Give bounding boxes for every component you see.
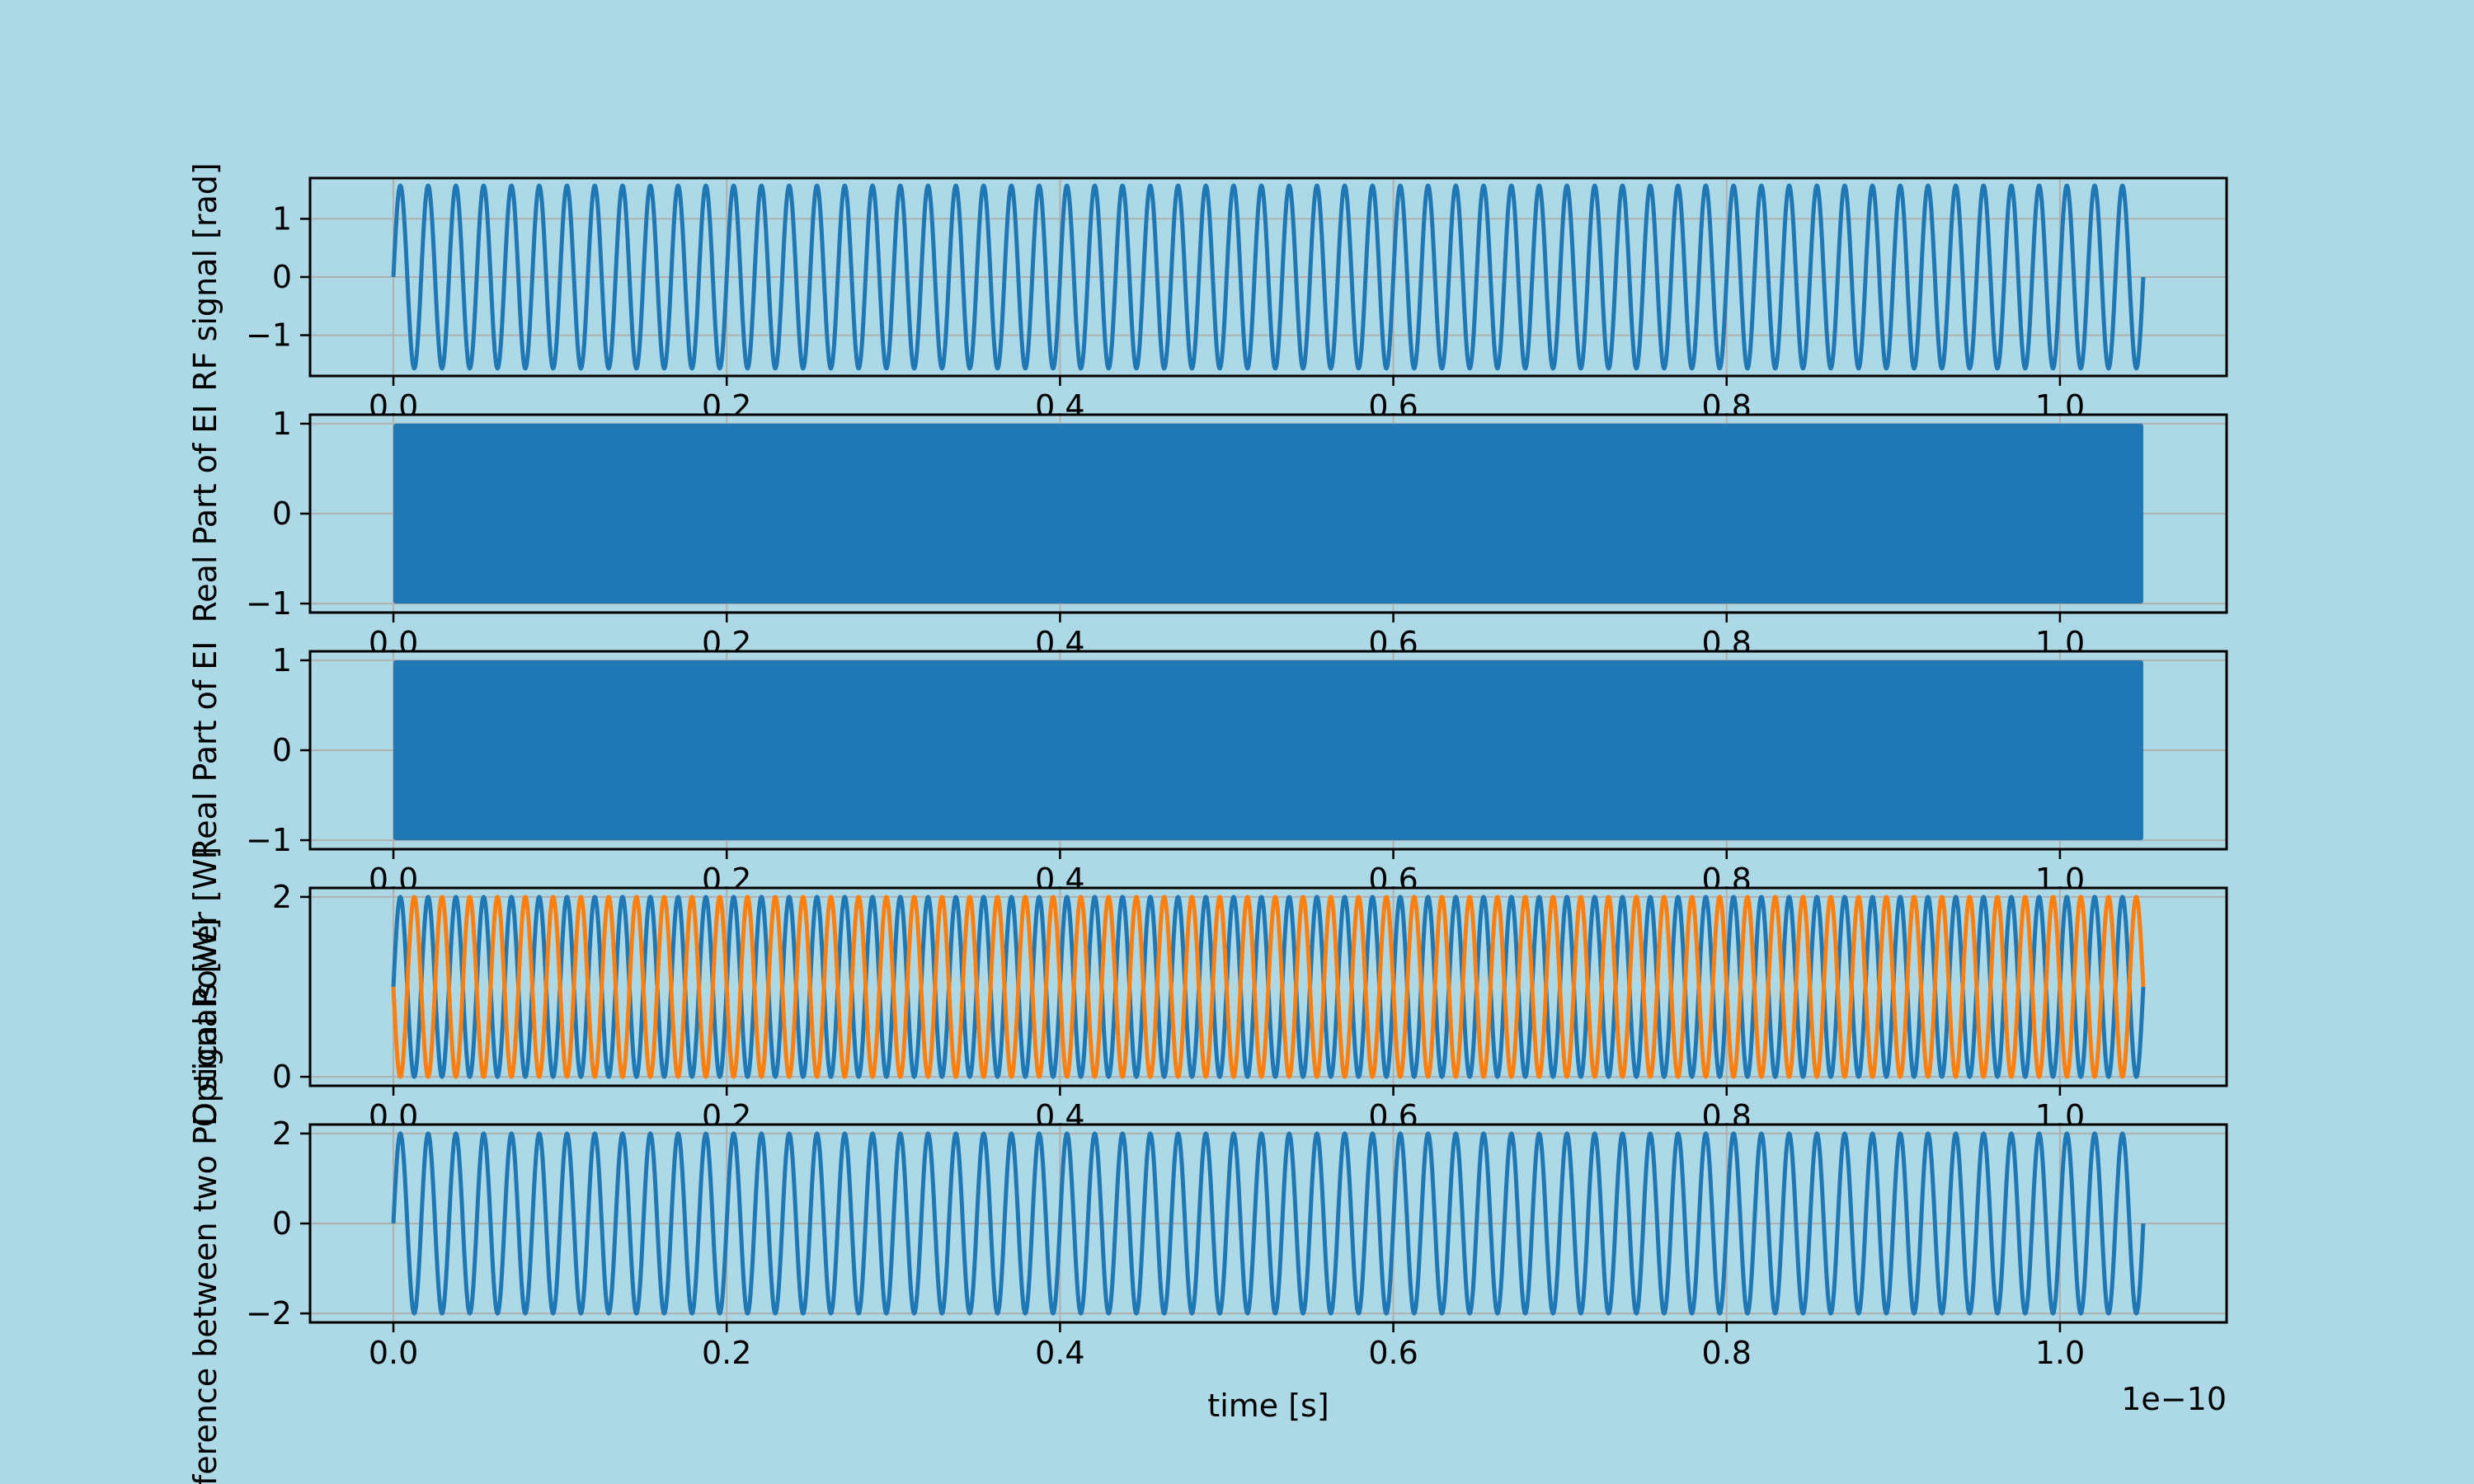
- x-tick-label: 0.6: [1368, 1335, 1418, 1371]
- y-tick-label: 0: [272, 1205, 292, 1242]
- x-offset-label: 1e−10: [2121, 1381, 2227, 1417]
- y-tick-label: 2: [272, 879, 292, 915]
- series-line-1: [393, 660, 2143, 841]
- y-tick-label: 0: [272, 732, 292, 768]
- y-tick-label: 0: [272, 495, 292, 532]
- y-axis-label: Optical Power [W]: [187, 847, 223, 1128]
- subplot-5: 0.0 0.2 0.4 0.6 0.8 1.0 −2 0 2 Difference between…: [187, 918, 2228, 1484]
- x-tick-label: 1.0: [2035, 1335, 2085, 1371]
- y-axis-label: Real Part of EI: [187, 404, 223, 622]
- y-tick-label: 2: [272, 1115, 292, 1152]
- x-tick-label: 0.8: [1702, 1335, 1752, 1371]
- y-tick-label: −1: [246, 585, 292, 622]
- y-tick-label: −2: [246, 1295, 292, 1331]
- series-line-1: [391, 1131, 2146, 1316]
- y-tick-label: 1: [272, 406, 292, 442]
- series-line-1: [391, 183, 2146, 371]
- y-axis-label: RF signal [rad]: [187, 162, 223, 392]
- series-line-1: [393, 423, 2143, 604]
- x-axis-label: time [s]: [1207, 1388, 1329, 1424]
- y-tick-label: 1: [272, 200, 292, 237]
- y-tick-label: 1: [272, 642, 292, 679]
- y-axis-label: Real Part of EI: [187, 641, 223, 859]
- axes-frame: [308, 886, 2228, 1087]
- y-tick-label: 0: [272, 259, 292, 295]
- y-axis-label: Difference between two PD signals [W]: [187, 918, 223, 1484]
- x-tick-label: 0.2: [702, 1335, 751, 1371]
- y-tick-label: 0: [272, 1059, 292, 1095]
- series-line-2: [391, 895, 2146, 1079]
- y-tick-label: −1: [246, 317, 292, 354]
- y-tick-label: −1: [246, 822, 292, 858]
- x-tick-label: 0.4: [1035, 1335, 1084, 1371]
- x-tick-label: 0.0: [369, 1335, 418, 1371]
